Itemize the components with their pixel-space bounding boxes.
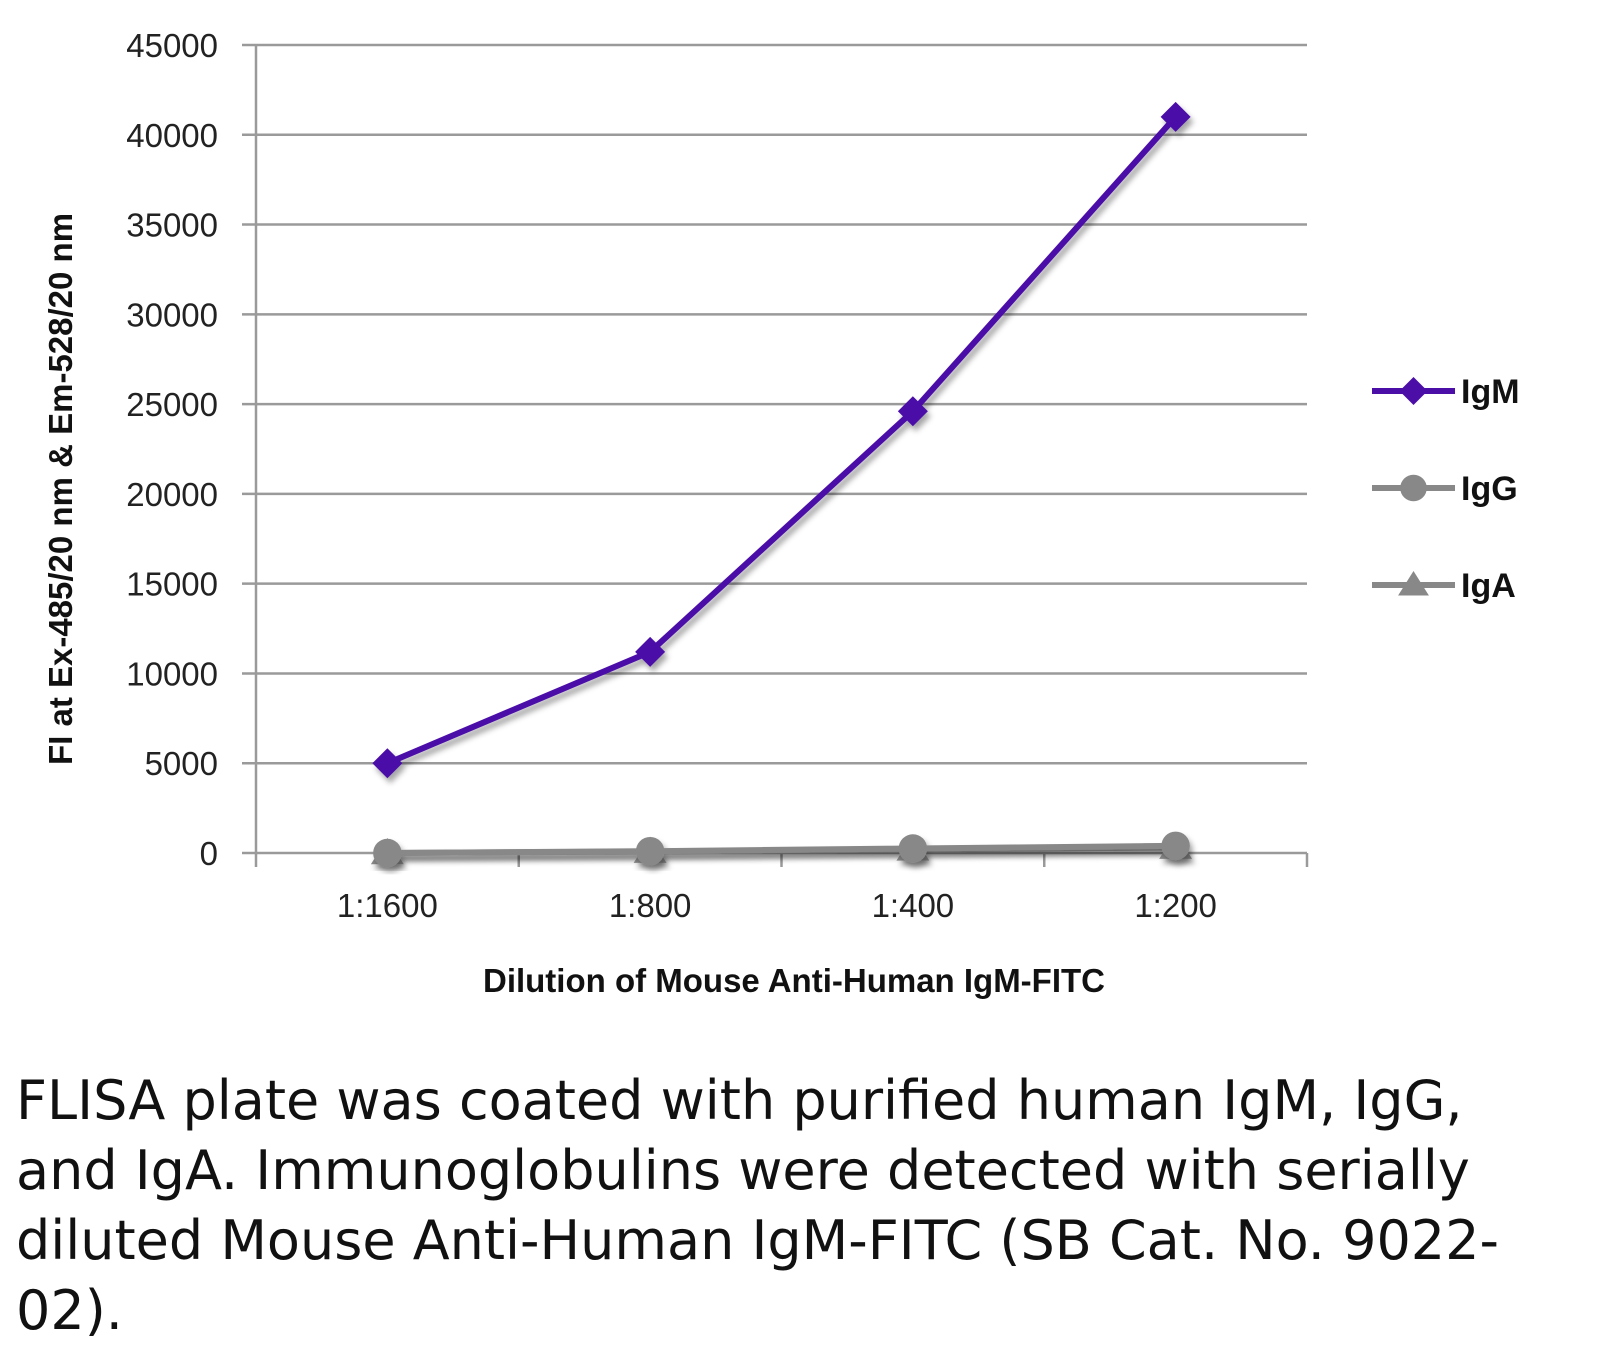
data-point-igg (373, 838, 402, 868)
y-tick-label: 35000 (126, 207, 218, 244)
axes (242, 45, 1309, 867)
series-igm (372, 101, 1191, 779)
y-tick-label: 25000 (126, 386, 218, 423)
data-point-igm (372, 748, 403, 779)
data-point-igm (1160, 101, 1191, 132)
legend-label: IgG (1461, 470, 1518, 508)
y-tick-label: 20000 (126, 476, 218, 513)
figure-caption: FLISA plate was coated with purified hum… (16, 1069, 1499, 1342)
data-point-igm (897, 396, 928, 427)
elisa-line-chart: 0 5000 10000 15000 20000 25000 30000 35000 40000… (42, 27, 1520, 999)
legend-label: IgM (1461, 373, 1520, 411)
legend-item-igg: IgG (1372, 470, 1518, 508)
series-igg (373, 831, 1190, 868)
gridlines (242, 43, 1307, 765)
y-tick-label: 15000 (126, 566, 218, 603)
x-tick-labels: 1:1600 1:800 1:400 1:200 (337, 887, 1217, 924)
legend-marker (1400, 474, 1427, 502)
x-tick-label: 1:200 (1134, 887, 1217, 924)
y-tick-label: 45000 (126, 27, 218, 64)
legend-item-igm: IgM (1372, 373, 1520, 411)
data-point-igm (635, 636, 666, 667)
legend-marker (1399, 377, 1428, 405)
y-tick-label: 40000 (126, 117, 218, 154)
x-tick-label: 1:1600 (337, 887, 438, 924)
series-line-igg (387, 842, 1176, 856)
y-tick-label: 0 (200, 835, 218, 872)
legend-item-iga: IgA (1372, 567, 1516, 605)
legend-marker (1398, 571, 1429, 596)
data-point-igg (635, 836, 665, 866)
legend-label: IgA (1461, 567, 1516, 605)
y-tick-labels: 0 5000 10000 15000 20000 25000 30000 35000 40000… (126, 27, 218, 872)
y-tick-label: 30000 (126, 296, 218, 333)
x-tick-label: 1:800 (609, 887, 692, 924)
series-layer (370, 101, 1193, 868)
data-point-igg (898, 834, 928, 863)
data-point-igg (1161, 831, 1190, 861)
y-tick-label: 5000 (145, 745, 218, 782)
x-tick-label: 1:400 (872, 887, 955, 924)
y-tick-label: 10000 (126, 655, 218, 692)
legend: IgM IgG IgA (1372, 373, 1520, 605)
series-line-igm (386, 114, 1178, 766)
y-axis-title: FI at Ex-485/20 nm & Em-528/20 nm (42, 213, 79, 765)
x-axis-title: Dilution of Mouse Anti-Human IgM-FITC (483, 962, 1105, 999)
